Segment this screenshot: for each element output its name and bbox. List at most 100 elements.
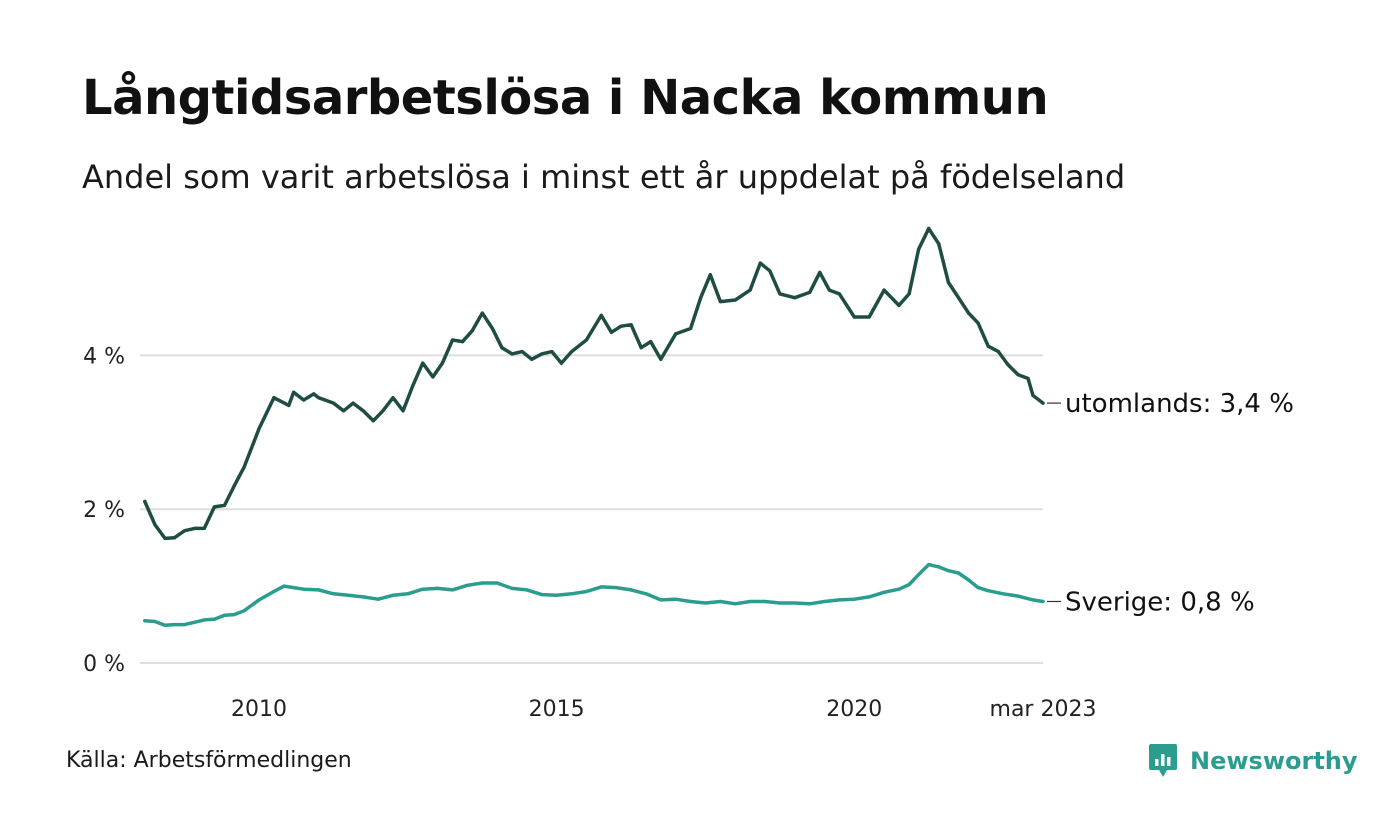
data-point <box>153 619 157 624</box>
data-point <box>689 326 693 331</box>
data-point <box>822 599 827 604</box>
x-tick-label: 2015 <box>529 697 585 722</box>
data-point <box>897 587 901 591</box>
data-point <box>317 588 321 592</box>
data-point <box>584 589 589 594</box>
data-point <box>937 565 941 569</box>
data-point <box>778 601 782 605</box>
data-point <box>907 292 911 296</box>
data-point <box>183 623 187 627</box>
data-point <box>946 569 951 573</box>
data-point <box>827 288 831 292</box>
data-point <box>917 573 921 577</box>
series-lines <box>143 226 1045 628</box>
data-point <box>163 536 167 541</box>
data-point <box>614 586 618 590</box>
data-point <box>480 581 484 585</box>
data-point <box>644 592 648 596</box>
data-point <box>242 609 246 613</box>
data-point <box>1016 373 1020 377</box>
data-point <box>331 401 336 405</box>
data-point <box>143 499 147 504</box>
data-point <box>520 350 524 354</box>
data-point <box>1001 592 1005 596</box>
series-end-label-utomlands: utomlands: 3,4 % <box>1065 389 1294 419</box>
data-point <box>342 409 346 413</box>
data-point <box>808 290 812 294</box>
data-point <box>143 619 147 623</box>
data-point <box>450 588 455 592</box>
data-point <box>361 409 365 413</box>
data-point <box>500 346 504 350</box>
source-note: Källa: Arbetsförmedlingen <box>66 748 352 773</box>
data-point <box>937 242 941 246</box>
data-point <box>440 361 444 365</box>
data-point <box>183 529 187 533</box>
data-point <box>202 526 206 531</box>
y-axis-tick-labels: 0 % 2 % 4 % <box>83 344 125 677</box>
data-point <box>1031 393 1035 397</box>
data-point <box>257 598 261 602</box>
data-point <box>1041 599 1045 604</box>
series-line-utomlands <box>143 226 1045 541</box>
data-point <box>793 296 797 300</box>
data-point <box>406 592 410 596</box>
data-point <box>376 597 380 601</box>
data-point <box>331 592 336 596</box>
data-point <box>967 578 971 582</box>
data-point <box>287 403 291 407</box>
data-point <box>639 346 643 350</box>
x-axis-tick-labels: 2010 2015 2020 mar 2023 <box>231 697 1096 722</box>
series-end-label-sverige: Sverige: 0,8 % <box>1065 587 1255 617</box>
data-point <box>609 330 614 334</box>
data-point <box>193 526 197 531</box>
data-point <box>852 597 856 601</box>
data-point <box>550 350 554 354</box>
y-tick-label: 0 % <box>83 652 125 677</box>
data-point <box>431 375 435 379</box>
brand-logo[interactable]: Newsworthy <box>1148 742 1358 780</box>
data-point <box>212 505 216 509</box>
data-point <box>421 587 425 591</box>
data-point <box>967 311 971 315</box>
data-point <box>361 595 365 599</box>
data-point <box>480 311 484 315</box>
data-point <box>153 523 157 527</box>
data-point <box>917 247 921 251</box>
data-point <box>421 361 425 365</box>
data-point <box>172 623 177 627</box>
x-tick-label: 2010 <box>231 697 287 722</box>
data-point <box>882 288 886 292</box>
data-point <box>867 595 871 599</box>
data-point <box>699 296 703 300</box>
data-point <box>411 384 415 388</box>
data-point <box>837 292 842 296</box>
data-point <box>163 623 167 627</box>
data-point <box>510 352 514 356</box>
data-point <box>629 588 633 592</box>
data-point <box>232 484 236 488</box>
series-end-labels: utomlands: 3,4 % Sverige: 0,8 % <box>1047 389 1294 617</box>
data-point <box>222 503 227 507</box>
data-point <box>272 396 276 400</box>
data-point <box>555 593 559 597</box>
line-chart: 0 % 2 % 4 % 2010 2015 2020 mar 2023 utomlands… <box>83 226 1294 722</box>
data-point <box>232 613 236 617</box>
data-point <box>748 599 752 604</box>
data-point <box>852 315 856 319</box>
x-tick-label: 2020 <box>826 697 882 722</box>
data-point <box>907 583 911 587</box>
data-point <box>976 586 980 590</box>
x-tick-label: mar 2023 <box>990 697 1097 722</box>
data-point <box>599 585 603 589</box>
data-point <box>996 350 1001 354</box>
data-point <box>897 303 901 307</box>
data-point <box>292 586 296 590</box>
data-point <box>257 426 261 431</box>
data-point <box>495 581 499 585</box>
data-point <box>222 613 227 617</box>
data-point <box>649 340 653 344</box>
data-point <box>733 298 737 302</box>
data-point <box>1031 598 1035 602</box>
data-point <box>292 390 296 394</box>
